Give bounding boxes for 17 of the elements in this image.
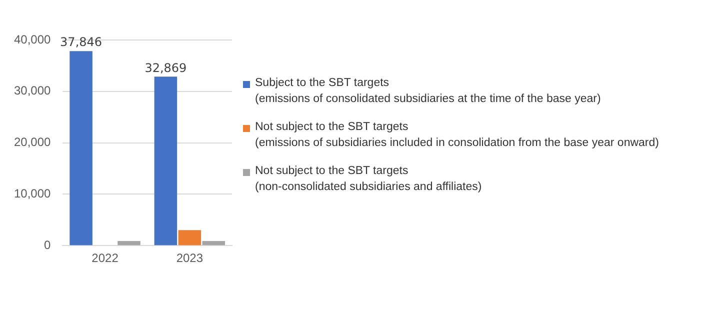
legend-label: Not subject to the SBT targets (non-consolidated subsidiaries and affiliates) [255, 164, 482, 195]
bar [202, 240, 226, 246]
x-tick-label: 2022 [92, 251, 119, 266]
data-label: 37,846 [60, 35, 102, 50]
y-tick-label: 30,000 [14, 84, 52, 98]
bar [118, 240, 140, 246]
y-tick-label: 10,000 [14, 186, 52, 201]
bar [70, 51, 92, 246]
legend-label: Subject to the SBT targets (emissions of consolidated subsidiaries at the time of the base year) [255, 76, 601, 107]
y-tick-label: 40,000 [14, 32, 52, 46]
legend-label: Not subject to the SBT targets (emissions of subsidiaries included in consolidation from the base year onward) [255, 120, 659, 151]
y-tick-label: 20,000 [14, 135, 52, 150]
data-label: 32,869 [144, 60, 187, 75]
x-tick-label: 2023 [176, 251, 204, 266]
y-tick-label: 0 [44, 238, 52, 252]
bar [178, 230, 202, 246]
bar [154, 76, 178, 246]
